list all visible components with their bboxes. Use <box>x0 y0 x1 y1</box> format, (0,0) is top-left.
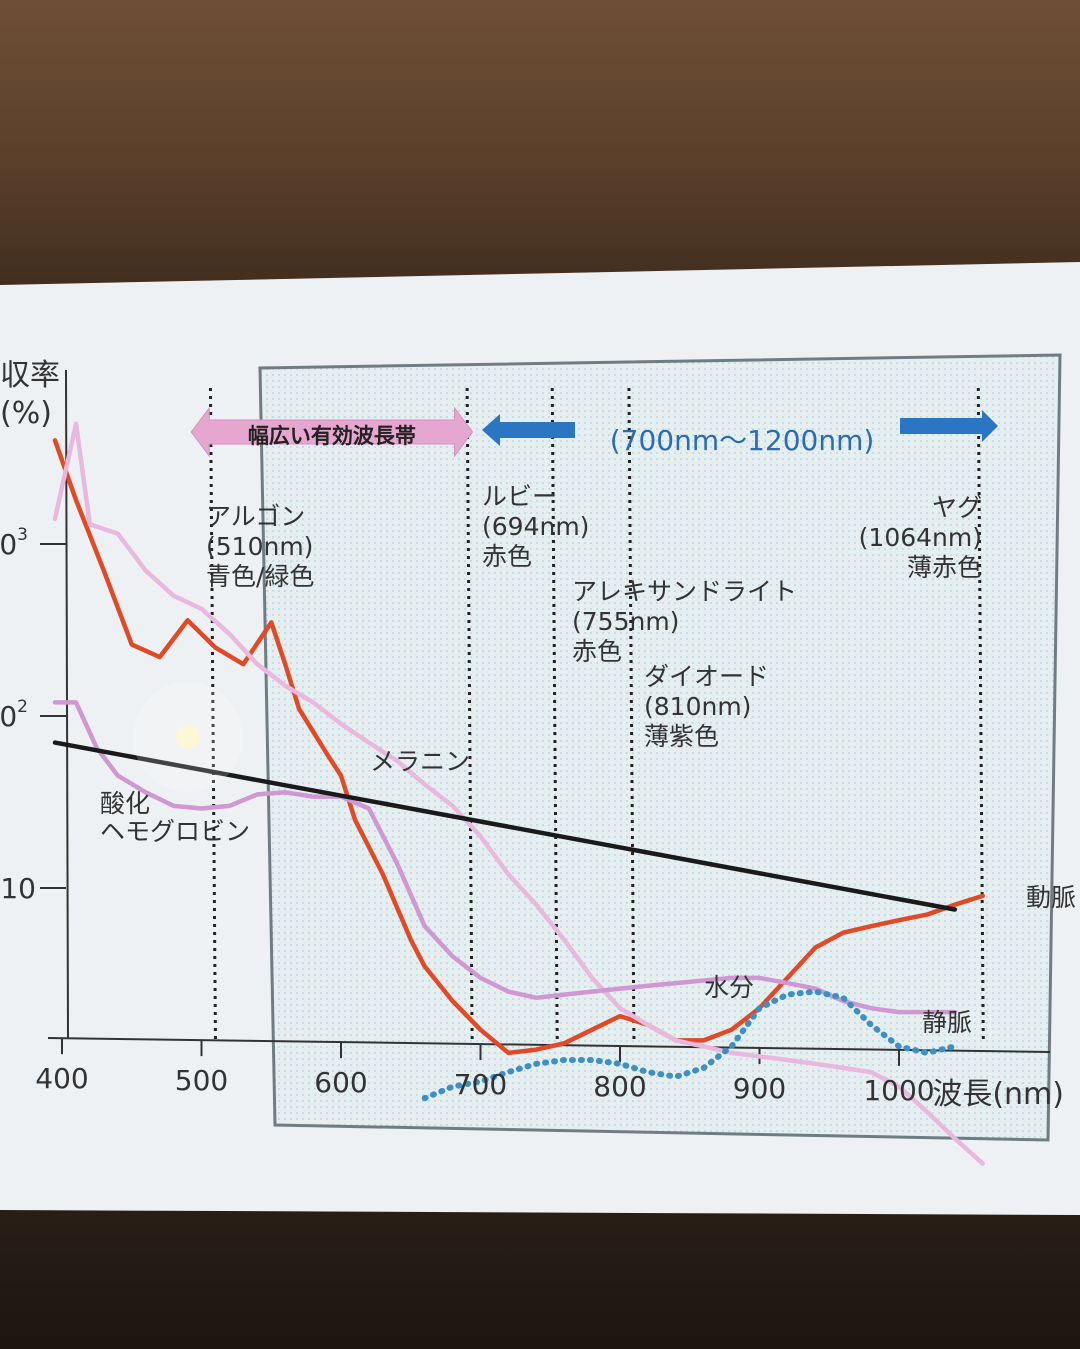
series-label-1-1: ヘモグロビン <box>100 817 250 846</box>
x-tick-label-5: 900 <box>733 1072 786 1105</box>
series-label-1-0: 酸化 <box>100 789 150 818</box>
laser-label-3-2: 薄紫色 <box>644 722 719 751</box>
chart-text: 0310210収率(%)4005006007008009001000波長(nm)… <box>0 358 1076 1112</box>
laser-label-4-2: 薄赤色 <box>907 553 982 582</box>
laser-label-1-0: ルビー <box>482 482 557 511</box>
y-axis-label-0: 収率 <box>0 358 60 393</box>
background-wall <box>0 0 1080 300</box>
x-tick-label-6: 1000 <box>863 1074 934 1107</box>
x-tick-label-4: 800 <box>593 1070 646 1103</box>
series-label-4-0: 動脈 <box>1026 883 1076 912</box>
x-tick-label-1: 500 <box>175 1064 228 1097</box>
band-pink-arrow <box>190 406 474 458</box>
laser-label-2-1: (755nm) <box>572 607 679 636</box>
band-range-label: (700nm〜1200nm) <box>610 424 875 457</box>
x-tick-label-0: 400 <box>35 1062 88 1095</box>
series-line-2 <box>52 700 958 1015</box>
x-tick-label-3: 700 <box>454 1068 507 1101</box>
glare-spot <box>176 725 200 749</box>
series-line-0 <box>52 438 985 1056</box>
band-blue-arrow-left <box>482 414 575 446</box>
series-line-1 <box>52 421 985 1166</box>
laser-label-4-0: ヤグ <box>932 493 982 522</box>
effective-band-panel <box>258 353 1062 1142</box>
guide-lines <box>190 387 998 1041</box>
x-tick-label-2: 600 <box>314 1066 367 1099</box>
band-label: 幅広い有効波長帯 <box>248 424 416 448</box>
laser-label-1-1: (694nm) <box>482 512 589 541</box>
y-tick-label-2: 10 <box>0 872 36 905</box>
band-blue-arrow-right <box>900 410 998 442</box>
y-axis-label-1: (%) <box>0 396 52 431</box>
series <box>52 421 985 1166</box>
laser-label-4-1: (1064nm) <box>859 523 982 552</box>
laser-label-0-2: 青色/緑色 <box>206 562 314 591</box>
background-table <box>0 1200 1080 1349</box>
series-line-3 <box>52 740 958 912</box>
laser-label-3-1: (810nm) <box>644 692 751 721</box>
series-line-4 <box>421 988 958 1102</box>
laser-label-1-2: 赤色 <box>482 542 532 571</box>
laser-label-0-0: アルゴン <box>206 502 305 531</box>
laser-label-2-0: アレキサンドライト <box>572 577 797 606</box>
laser-label-3-0: ダイオード <box>644 662 769 691</box>
laser-label-2-2: 赤色 <box>572 637 622 666</box>
series-label-3-0: 静脈 <box>922 1008 972 1037</box>
laser-label-0-1: (510nm) <box>206 532 313 561</box>
series-label-2-0: 水分 <box>704 973 754 1002</box>
series-label-0-0: メラニン <box>370 747 470 776</box>
glare-halo <box>133 682 243 792</box>
x-axis-label: 波長(nm) <box>932 1077 1064 1112</box>
